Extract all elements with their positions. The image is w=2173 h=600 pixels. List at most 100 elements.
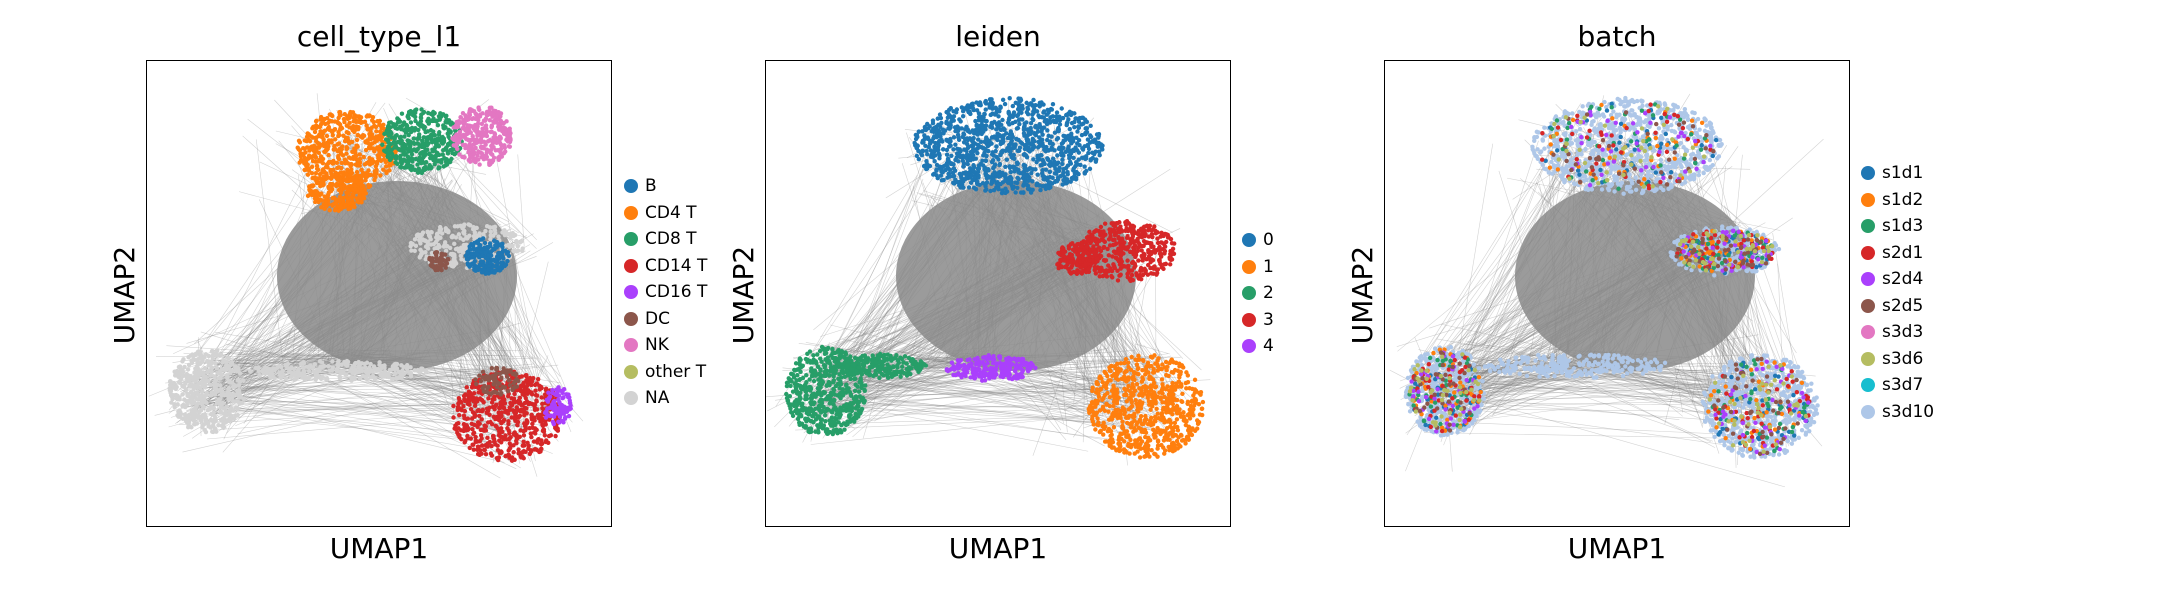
points-dc-low: [473, 365, 521, 397]
legend-item: NA: [624, 385, 707, 412]
points-s2d5-0: [1551, 110, 1716, 187]
legend-item: s3d7: [1861, 372, 1934, 399]
legend-label: 4: [1263, 336, 1274, 357]
panel-1-scatter: [148, 93, 584, 479]
legend-label: s1d1: [1882, 163, 1924, 184]
legend-label: s2d4: [1882, 269, 1924, 290]
legend-item: B: [624, 173, 707, 200]
legend-item: s3d3: [1861, 319, 1934, 346]
legend-label: s1d3: [1882, 216, 1924, 237]
legend-label: s2d5: [1882, 295, 1924, 316]
legend-marker: [1861, 378, 1875, 393]
legend-item: DC: [624, 306, 707, 333]
legend-label: s3d6: [1882, 348, 1924, 369]
legend-marker: [624, 391, 638, 406]
panel-2-xlabel: UMAP1: [948, 532, 1048, 565]
legend-item: s2d5: [1861, 293, 1934, 320]
legend-marker: [1861, 166, 1875, 181]
legend-marker: [624, 338, 638, 353]
panel-3-legend: s1d1 s1d2 s1d3 s2d1 s2d4 s2d5 s3d3 s3d6 s3d7 s3d1…: [1861, 160, 1934, 425]
panel-2-plot: [765, 60, 1231, 527]
legend-label: CD8 T: [645, 229, 697, 250]
points-cluster-2-arm: [834, 351, 929, 381]
points-cluster-4: [944, 353, 1038, 383]
panel-2-legend: 0 1 2 3 4: [1242, 227, 1274, 360]
points-s1d3-0: [1549, 102, 1708, 191]
legend-item: CD8 T: [624, 226, 707, 253]
legend-marker: [1861, 404, 1875, 419]
legend-label: s3d3: [1882, 322, 1924, 343]
points-cluster-0: [912, 96, 1105, 196]
points-s3d6-2: [1407, 352, 1482, 430]
legend-marker: [1242, 286, 1256, 301]
legend-label: s1d2: [1882, 189, 1924, 210]
panel-1-plot: [146, 60, 612, 527]
legend-label: NK: [645, 335, 669, 356]
panel-1-ylabel: UMAP2: [108, 245, 141, 345]
points-cluster-2: [784, 344, 868, 437]
legend-label: NA: [645, 388, 670, 409]
legend-marker: [1861, 192, 1875, 207]
panel-1-legend: B CD4 T CD8 T CD14 T CD16 T DC NK other T NA: [624, 173, 707, 412]
points-s3d6-3: [1707, 363, 1809, 455]
legend-marker: [624, 258, 638, 273]
legend-item: NK: [624, 332, 707, 359]
panel-3-scatter: [1389, 93, 1824, 488]
legend-label: DC: [645, 308, 670, 329]
legend-item: s1d2: [1861, 187, 1934, 214]
legend-label: s3d7: [1882, 375, 1924, 396]
legend-item: CD16 T: [624, 279, 707, 306]
legend-label: 2: [1263, 283, 1274, 304]
legend-item: s2d4: [1861, 266, 1934, 293]
legend-label: 1: [1263, 256, 1274, 277]
legend-marker: [1242, 233, 1256, 248]
points-cd4t-tail: [305, 170, 368, 213]
legend-marker: [624, 285, 638, 300]
legend-label: CD16 T: [645, 282, 708, 303]
legend-item: 2: [1242, 280, 1274, 307]
legend-item: 4: [1242, 333, 1274, 360]
legend-marker: [1861, 298, 1875, 313]
points-s1d2-3: [1706, 360, 1808, 452]
panel-1-title: cell_type_l1: [296, 20, 462, 53]
legend-item: s1d3: [1861, 213, 1934, 240]
points-s3d10-bridge: [1482, 352, 1668, 380]
legend-marker: [1242, 259, 1256, 274]
legend-marker: [624, 364, 638, 379]
legend-marker: [624, 311, 638, 326]
legend-item: 3: [1242, 307, 1274, 334]
points-nk: [450, 105, 513, 168]
legend-item: CD4 T: [624, 200, 707, 227]
points-s3d6-1: [1677, 229, 1775, 273]
points-cluster-1: [1086, 353, 1206, 460]
legend-label: 0: [1263, 230, 1274, 251]
panel-3-xlabel: UMAP1: [1567, 532, 1667, 565]
legend-label: B: [645, 176, 657, 197]
legend-label: CD14 T: [645, 255, 708, 276]
panel-2-scatter: [766, 96, 1211, 466]
legend-marker: [1861, 245, 1875, 260]
points-na-bridge: [247, 358, 429, 383]
points-dc: [427, 250, 451, 273]
points-s3d6-0: [1551, 104, 1707, 189]
legend-marker: [624, 205, 638, 220]
legend-item: s3d6: [1861, 346, 1934, 373]
legend-marker: [624, 179, 638, 194]
legend-label: 3: [1263, 309, 1274, 330]
points-cd16t: [542, 385, 573, 427]
legend-label: s3d10: [1882, 401, 1935, 422]
panel-3-plot: [1384, 60, 1850, 527]
panel-3-title: batch: [1577, 20, 1657, 53]
points-na-left: [167, 348, 246, 435]
legend-item: s2d1: [1861, 240, 1934, 267]
panel-2-title: leiden: [955, 20, 1041, 53]
legend-item: s3d10: [1861, 399, 1934, 426]
points-b: [463, 236, 512, 276]
panel-2-ylabel: UMAP2: [727, 245, 760, 345]
legend-marker: [1242, 312, 1256, 327]
legend-item: 0: [1242, 227, 1274, 254]
legend-item: s1d1: [1861, 160, 1934, 187]
legend-marker: [1861, 351, 1875, 366]
legend-marker: [1861, 272, 1875, 287]
legend-marker: [1242, 339, 1256, 354]
